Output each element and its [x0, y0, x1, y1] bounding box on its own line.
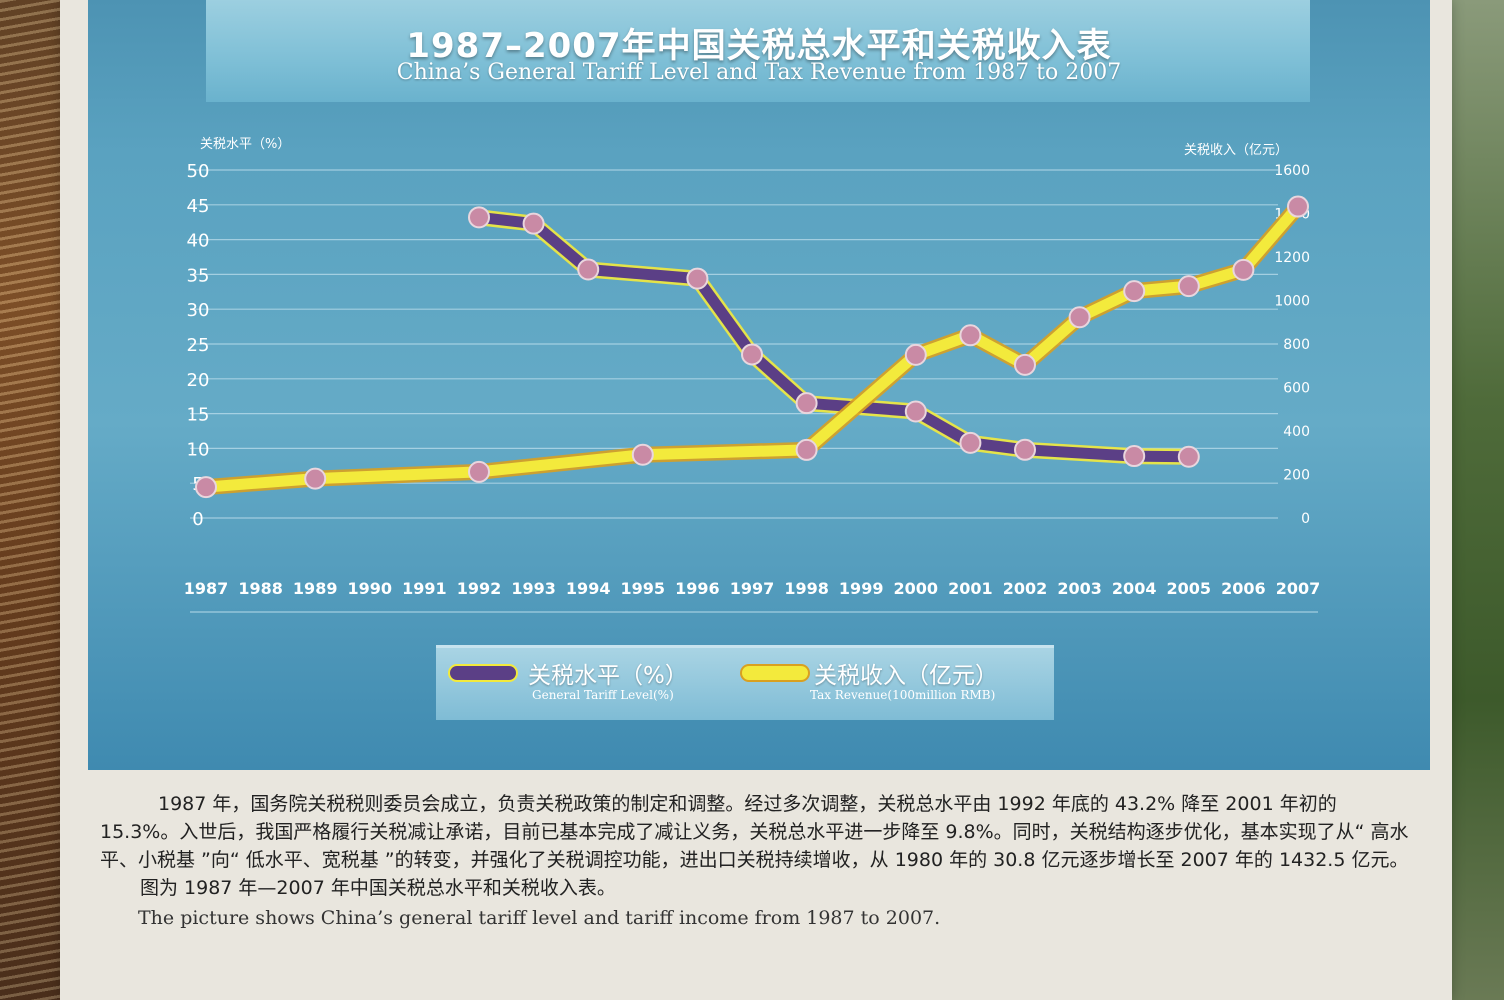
data-point-revenue	[959, 324, 982, 347]
chart-panel: 1987–2007年中国关税总水平和关税收入表 China’s General …	[88, 0, 1430, 770]
x-tick-label: 2007	[1276, 579, 1321, 598]
y-left-tick-label: 15	[187, 405, 210, 426]
title-chinese: 1987–2007年中国关税总水平和关税收入表	[406, 26, 1112, 66]
x-tick-label: 1993	[511, 579, 556, 598]
data-point-tariff	[686, 267, 709, 290]
x-tick-label: 1996	[675, 579, 720, 598]
x-tick-label: 1998	[784, 579, 829, 598]
data-point-revenue	[1177, 275, 1200, 298]
x-tick-label: 2001	[948, 579, 993, 598]
x-tick-label: 1987	[184, 579, 229, 598]
title-english: China’s General Tariff Level and Tax Rev…	[396, 60, 1122, 85]
data-point-revenue	[1014, 353, 1036, 376]
x-tick-label: 2005	[1167, 579, 1212, 598]
x-tick-label: 1997	[730, 579, 775, 598]
y-right-tick-label: 800	[1283, 337, 1310, 353]
legend-swatch-revenue	[742, 666, 808, 680]
y-right-tick-label: 400	[1283, 424, 1310, 440]
x-tick-label: 1990	[348, 579, 393, 598]
x-tick-label: 1992	[457, 579, 502, 598]
x-tick-label: 1995	[621, 579, 666, 598]
caption-english: The picture shows China’s general tariff…	[138, 907, 941, 929]
x-tick-label: 2006	[1221, 579, 1266, 598]
data-point-tariff	[1014, 438, 1036, 461]
y-right-tick-label: 1200	[1274, 250, 1310, 266]
x-tick-label: 1999	[839, 579, 884, 598]
legend-swatch-tariff	[450, 666, 516, 680]
y-left-axis-title: 关税水平（%）	[200, 137, 290, 152]
data-point-tariff	[1177, 445, 1200, 468]
y-left-tick-label: 0	[192, 509, 203, 530]
x-tick-label: 2003	[1057, 579, 1102, 598]
description-block: 1987 年，国务院关税税则委员会成立，负责关税政策的制定和调整。经过多次调整，…	[100, 790, 1420, 932]
header-band	[206, 0, 1310, 102]
x-tick-label: 2000	[894, 579, 939, 598]
y-left-tick-label: 25	[187, 335, 210, 356]
x-tick-label: 1994	[566, 579, 611, 598]
y-left-tick-label: 45	[187, 196, 210, 217]
y-left-tick-label: 35	[187, 265, 210, 286]
x-tick-label: 1991	[402, 579, 447, 598]
y-left-tick-label: 20	[187, 370, 210, 391]
legend-sublabel-revenue: Tax Revenue(100million RMB)	[810, 688, 996, 702]
data-point-tariff	[468, 206, 490, 229]
data-point-revenue	[1123, 280, 1146, 303]
y-right-axis-title: 关税收入（亿元）	[1184, 143, 1288, 158]
y-left-tick-label: 30	[187, 300, 210, 321]
legend-label-tariff: 关税水平（%）	[528, 663, 688, 689]
caption-chinese: 图为 1987 年—2007 年中国关税总水平和关税收入表。	[140, 877, 616, 899]
y-left-tick-label: 40	[187, 231, 210, 252]
x-tick-label: 2002	[1003, 579, 1048, 598]
data-point-tariff	[1123, 445, 1146, 468]
y-left-tick-label: 10	[187, 439, 210, 460]
y-left-tick-label: 50	[187, 161, 210, 182]
data-point-revenue	[904, 343, 927, 366]
legend-sublabel-tariff: General Tariff Level(%)	[532, 688, 674, 702]
data-point-revenue	[1232, 258, 1255, 281]
y-right-tick-label: 1000	[1274, 294, 1310, 310]
description-paragraph: 1987 年，国务院关税税则委员会成立，负责关税政策的制定和调整。经过多次调整，…	[100, 793, 1409, 871]
data-point-tariff	[959, 431, 982, 454]
data-point-revenue	[468, 460, 490, 483]
y-right-tick-label: 1600	[1274, 163, 1310, 179]
x-tick-label: 2004	[1112, 579, 1157, 598]
data-point-revenue	[795, 438, 818, 461]
legend: 关税水平（%） General Tariff Level(%) 关税收入（亿元）…	[436, 645, 1054, 720]
x-tick-label: 1988	[238, 579, 283, 598]
data-point-tariff	[904, 400, 927, 423]
x-tick-label: 1989	[293, 579, 338, 598]
data-point-revenue	[1068, 306, 1091, 329]
y-right-tick-label: 200	[1283, 468, 1310, 484]
data-point-revenue	[195, 476, 217, 499]
legend-label-revenue: 关税收入（亿元）	[814, 663, 998, 689]
data-point-revenue	[304, 467, 327, 490]
data-point-tariff	[741, 343, 763, 366]
y-right-tick-label: 0	[1301, 511, 1310, 527]
line-chart: 关税水平（%）50454035302520151050关税收入（亿元）16001…	[184, 137, 1321, 613]
data-point-tariff	[795, 392, 818, 415]
data-point-revenue	[1287, 195, 1309, 218]
data-point-tariff	[522, 212, 545, 235]
data-point-tariff	[577, 258, 600, 281]
data-point-revenue	[631, 443, 654, 466]
y-right-tick-label: 600	[1283, 381, 1310, 397]
